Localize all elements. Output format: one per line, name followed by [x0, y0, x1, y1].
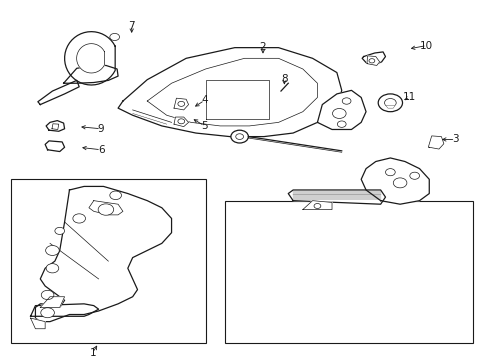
Polygon shape: [174, 98, 188, 110]
Text: 5: 5: [201, 121, 207, 131]
Circle shape: [337, 121, 346, 127]
Text: 6: 6: [98, 145, 104, 155]
Text: 10: 10: [419, 41, 432, 50]
Circle shape: [342, 98, 350, 104]
Circle shape: [45, 246, 59, 256]
Polygon shape: [40, 297, 64, 307]
Bar: [11, 179, 205, 343]
Polygon shape: [174, 117, 188, 127]
Polygon shape: [64, 32, 115, 85]
Polygon shape: [366, 56, 379, 66]
Polygon shape: [362, 52, 385, 65]
Polygon shape: [45, 141, 64, 152]
Text: 2: 2: [259, 42, 266, 52]
Text: 4: 4: [201, 95, 207, 105]
Circle shape: [178, 102, 184, 106]
Polygon shape: [205, 80, 268, 119]
Circle shape: [409, 172, 419, 179]
Polygon shape: [46, 121, 64, 131]
Circle shape: [46, 264, 59, 273]
Polygon shape: [427, 136, 443, 149]
Polygon shape: [317, 90, 366, 130]
Text: 11: 11: [403, 92, 416, 102]
Circle shape: [332, 108, 346, 118]
Circle shape: [55, 227, 64, 234]
Circle shape: [41, 308, 54, 318]
Circle shape: [73, 214, 85, 223]
Circle shape: [230, 130, 248, 143]
Polygon shape: [35, 186, 171, 321]
Polygon shape: [147, 58, 317, 126]
Circle shape: [384, 99, 395, 107]
Polygon shape: [52, 124, 59, 130]
Polygon shape: [38, 80, 79, 104]
Text: 9: 9: [98, 124, 104, 134]
Bar: [224, 201, 472, 343]
Text: 3: 3: [451, 134, 458, 144]
Polygon shape: [30, 304, 99, 316]
Polygon shape: [89, 201, 122, 215]
Circle shape: [110, 33, 119, 41]
Text: 1: 1: [89, 348, 96, 357]
Polygon shape: [361, 158, 428, 204]
Circle shape: [178, 119, 184, 124]
Polygon shape: [287, 190, 385, 204]
Polygon shape: [63, 66, 118, 83]
Polygon shape: [302, 201, 331, 210]
Polygon shape: [118, 48, 341, 136]
Polygon shape: [30, 318, 45, 329]
Circle shape: [110, 191, 121, 199]
Text: 7: 7: [128, 21, 135, 31]
Circle shape: [41, 290, 54, 300]
Circle shape: [368, 59, 374, 63]
Circle shape: [377, 94, 402, 112]
Circle shape: [385, 168, 394, 176]
Text: 8: 8: [281, 74, 287, 84]
Polygon shape: [385, 105, 394, 108]
Circle shape: [235, 134, 243, 139]
Polygon shape: [77, 44, 104, 73]
Circle shape: [313, 203, 320, 208]
Circle shape: [98, 204, 114, 215]
Circle shape: [392, 178, 406, 188]
